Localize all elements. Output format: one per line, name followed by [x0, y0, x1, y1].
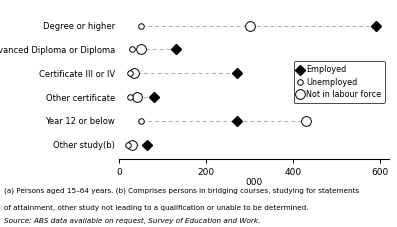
X-axis label: 000: 000: [245, 178, 263, 187]
Text: (a) Persons aged 15–64 years. (b) Comprises persons in bridging courses, studyin: (a) Persons aged 15–64 years. (b) Compri…: [4, 187, 359, 194]
Text: of attainment, other study not leading to a qualification or unable to be determ: of attainment, other study not leading t…: [4, 205, 308, 211]
Legend: Employed, Unemployed, Not in labour force: Employed, Unemployed, Not in labour forc…: [294, 62, 385, 103]
Text: Source: ABS data available on request, Survey of Education and Work.: Source: ABS data available on request, S…: [4, 217, 260, 224]
